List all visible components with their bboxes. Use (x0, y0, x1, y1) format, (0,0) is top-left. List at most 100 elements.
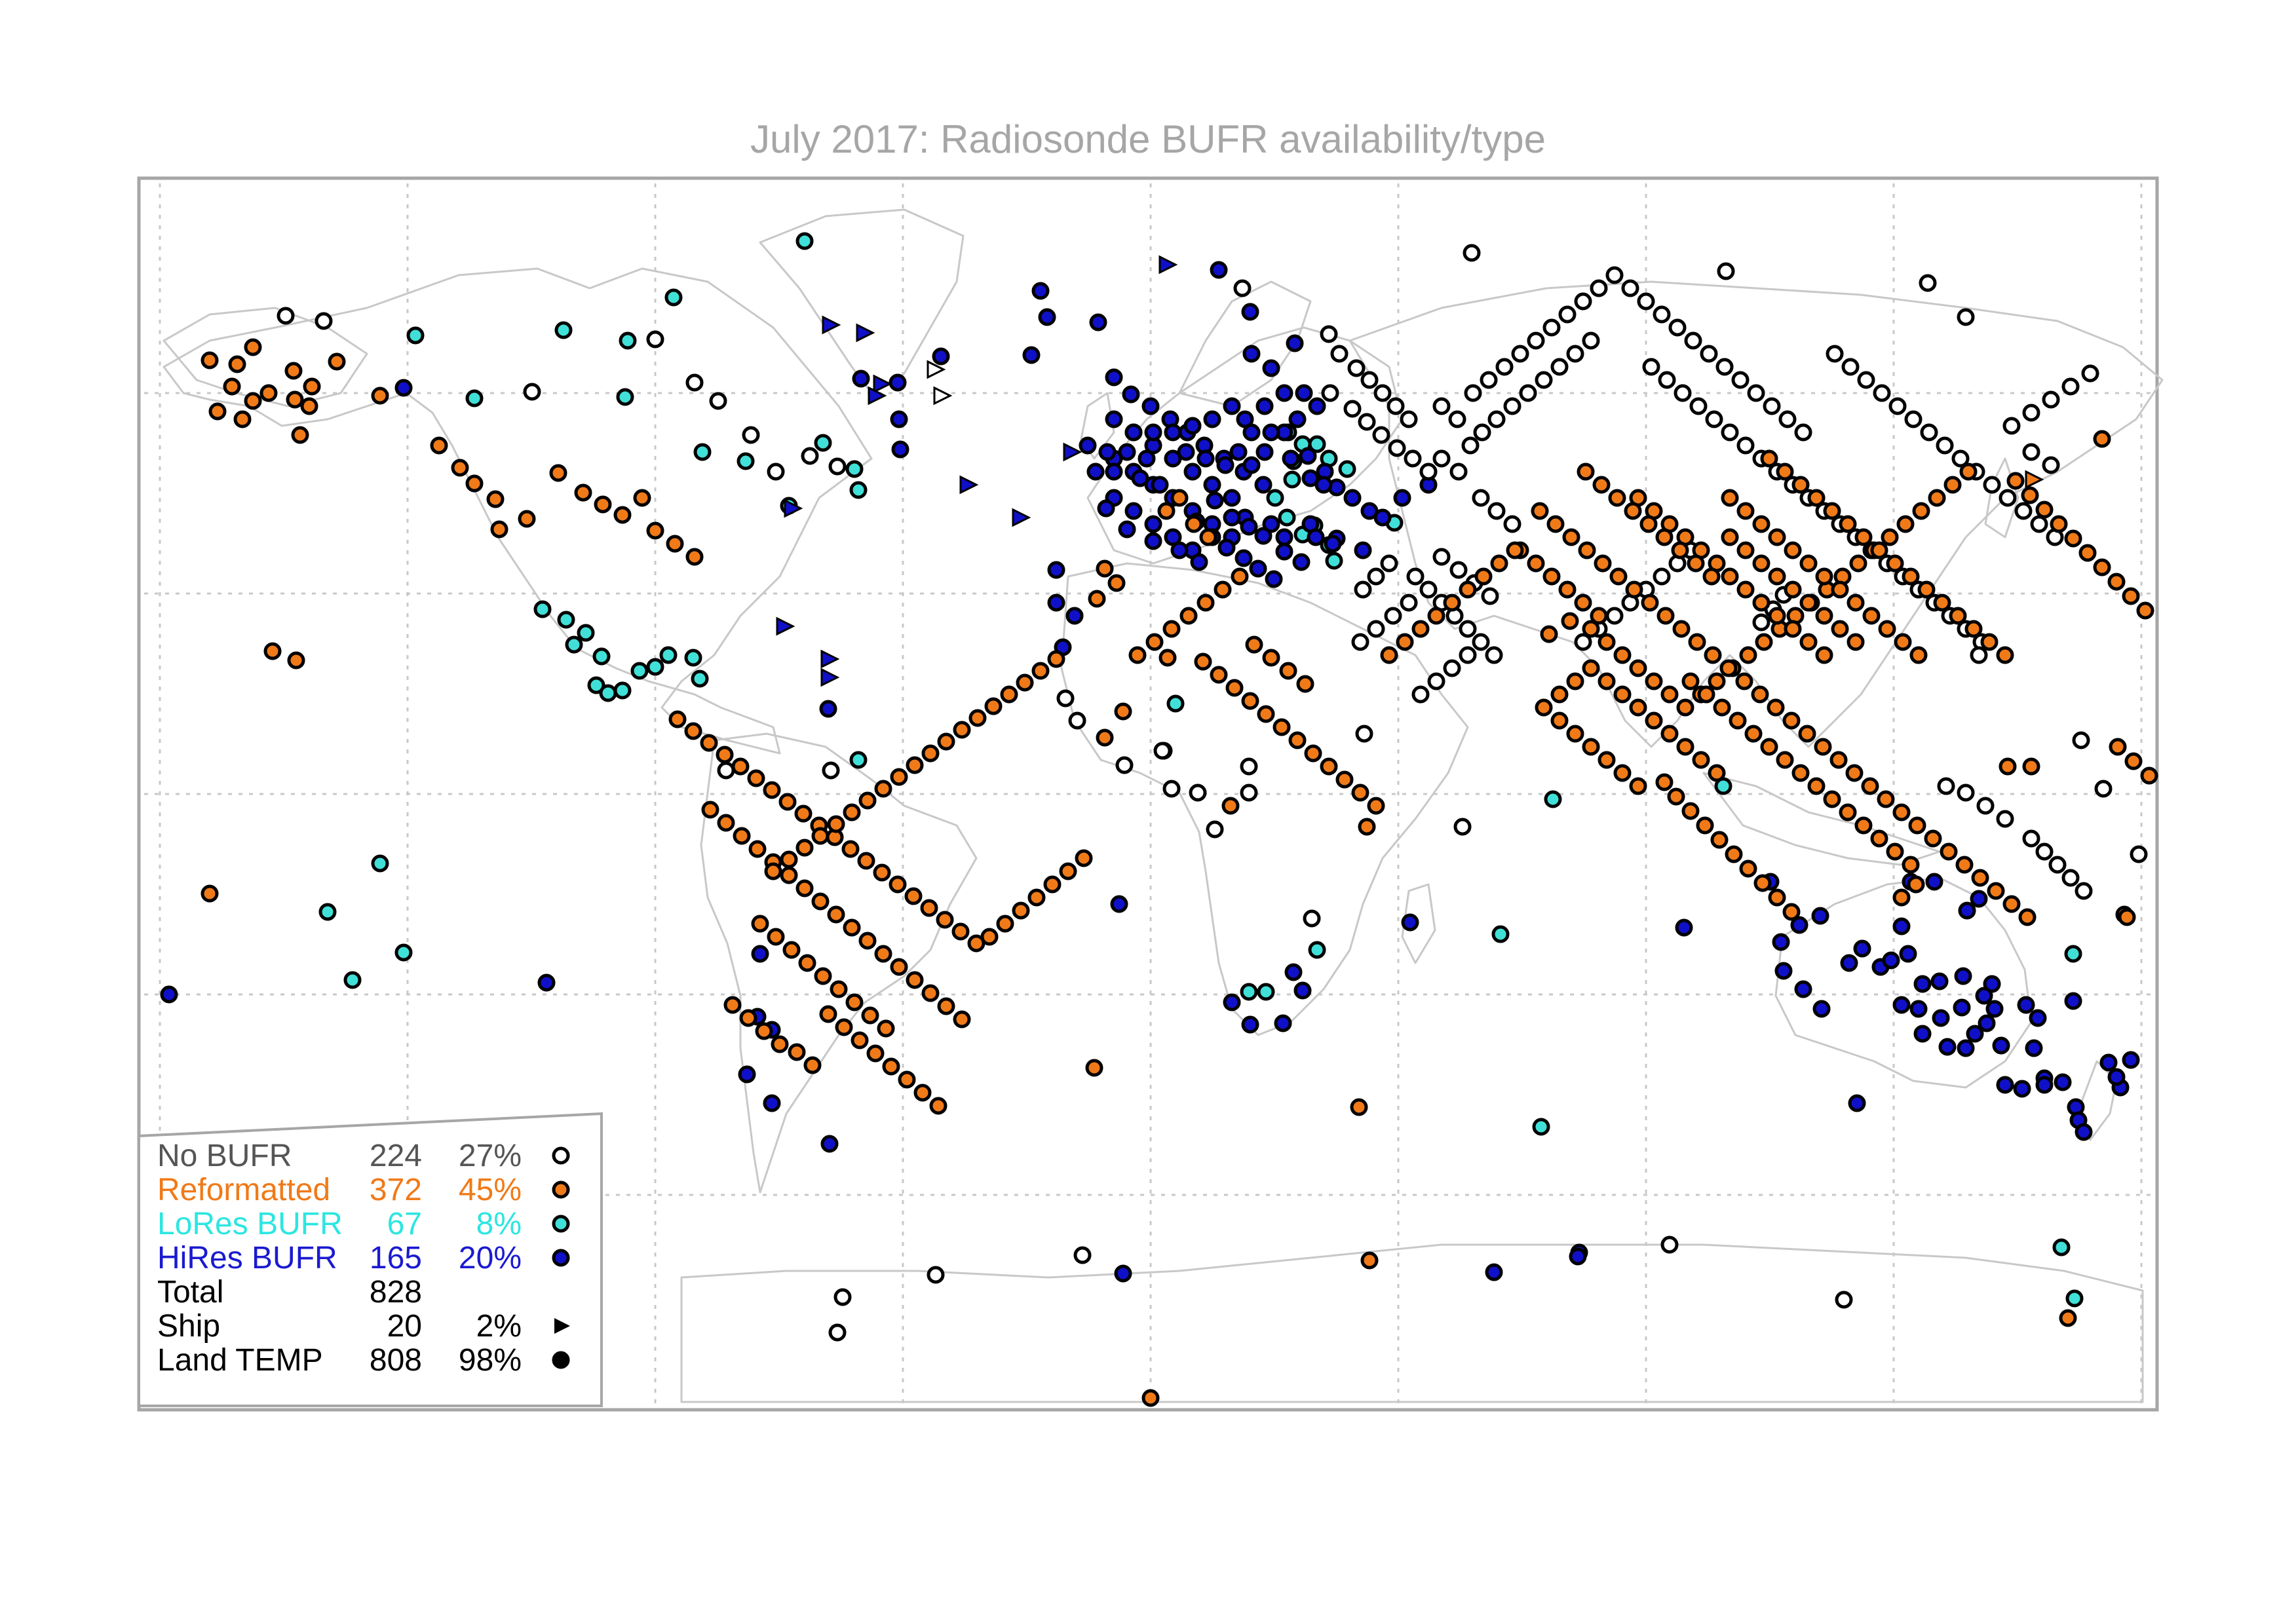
station-marker (1660, 725, 1679, 743)
station-marker (1768, 567, 1786, 586)
station-marker (1185, 515, 1203, 533)
legend-count: 20 (387, 1309, 422, 1344)
station-marker (1351, 633, 1369, 651)
station-marker (1992, 1036, 2010, 1055)
station-marker (920, 899, 938, 917)
station-marker (1755, 633, 1773, 651)
station-marker (2035, 842, 2054, 861)
station-marker (1996, 646, 2014, 664)
station-marker (2099, 1053, 2118, 1072)
station-marker (1725, 845, 1743, 863)
station-marker (723, 996, 742, 1014)
station-marker (201, 884, 219, 903)
station-marker (430, 436, 448, 455)
station-marker (2054, 1073, 2072, 1091)
station-marker (1768, 528, 1786, 546)
station-marker (2075, 882, 2093, 900)
station-marker (737, 452, 755, 470)
station-marker (1653, 305, 1671, 324)
station-marker (684, 649, 702, 667)
legend-count: 224 (370, 1139, 422, 1173)
ship-marker (776, 616, 795, 636)
station-marker (1736, 502, 1755, 520)
station-marker (1229, 443, 1248, 461)
station-marker (1857, 371, 1875, 389)
station-marker (1826, 345, 1844, 363)
station-marker (890, 410, 908, 428)
station-marker (874, 780, 892, 798)
station-marker (1566, 725, 1584, 743)
station-marker (1480, 371, 1498, 389)
station-marker (1153, 742, 1172, 760)
station-marker (1527, 331, 1545, 350)
station-marker (1473, 423, 1491, 442)
station-marker (1558, 580, 1577, 599)
station-marker (1909, 646, 1928, 664)
station-marker (284, 362, 303, 380)
station-marker (778, 793, 797, 811)
station-marker (160, 985, 178, 1004)
station-marker (1065, 607, 1084, 625)
station-marker (1360, 502, 1379, 520)
station-marker (1404, 449, 1422, 468)
station-marker (1016, 673, 1034, 692)
station-marker (646, 658, 664, 676)
ship-marker (784, 499, 803, 518)
station-marker (1569, 1247, 1587, 1266)
station-marker (1487, 502, 1506, 520)
station-marker (1566, 672, 1584, 690)
station-marker (1296, 675, 1314, 693)
station-marker (1350, 1098, 1368, 1116)
station-marker (1145, 633, 1164, 651)
station-marker (1870, 541, 1888, 559)
station-marker (2030, 515, 2048, 533)
station-marker (1841, 358, 1860, 376)
station-marker (1089, 313, 1107, 331)
station-marker (1975, 987, 1993, 1005)
station-marker (613, 681, 632, 700)
station-marker (1768, 888, 1786, 907)
station-marker (1717, 262, 1735, 280)
station-marker (1675, 918, 1693, 937)
station-marker (1892, 996, 1911, 1014)
station-marker (1351, 784, 1369, 802)
station-marker (1676, 738, 1694, 756)
station-marker (767, 463, 785, 481)
station-marker (751, 915, 769, 933)
station-marker (2013, 1080, 2031, 1098)
station-marker (1463, 244, 1481, 262)
station-marker (1535, 698, 1553, 717)
station-marker (228, 355, 246, 373)
station-marker (1245, 635, 1263, 654)
station-marker (1799, 633, 1818, 651)
station-marker (1223, 397, 1241, 415)
station-marker (1183, 463, 1202, 481)
station-marker (1881, 528, 1899, 546)
station-marker (1731, 371, 1750, 389)
legend-count: 165 (370, 1241, 422, 1275)
station-marker (1957, 784, 1975, 802)
station-marker (2107, 1068, 2126, 1086)
coastline-indonesia (1702, 772, 1941, 866)
station-marker (1656, 607, 1675, 625)
station-marker (2022, 443, 2040, 461)
station-marker (1917, 580, 1936, 599)
station-marker (1845, 764, 1864, 782)
station-marker (1542, 567, 1561, 586)
station-marker (208, 402, 227, 421)
station-marker (1199, 528, 1217, 546)
station-marker (795, 879, 814, 897)
station-marker (819, 700, 837, 718)
station-marker (2050, 515, 2068, 533)
station-marker (852, 369, 870, 388)
station-marker (523, 383, 541, 401)
station-marker (1784, 580, 1802, 599)
station-marker (857, 852, 875, 870)
station-marker (1904, 410, 1923, 428)
station-marker (1605, 607, 1624, 625)
legend-count: 372 (370, 1173, 422, 1207)
station-marker (659, 646, 678, 664)
legend-percent: 2% (476, 1309, 522, 1344)
station-marker (1190, 553, 1208, 571)
station-marker (1043, 875, 1062, 894)
